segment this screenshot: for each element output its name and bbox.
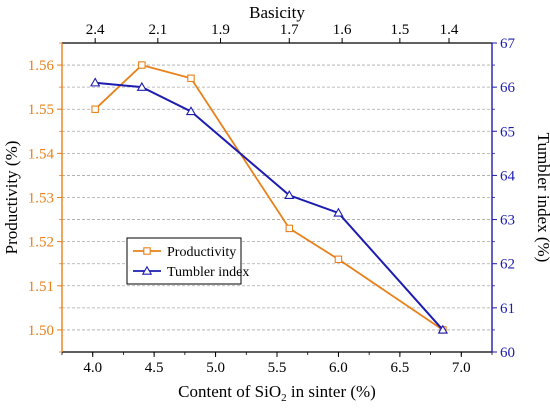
- right-axis-title: Tumbler index (%): [534, 133, 550, 263]
- top-tick-label: 1.7: [280, 22, 299, 38]
- y-left-tick-label: 1.51: [28, 279, 54, 295]
- data-point: [437, 324, 449, 334]
- data-point: [138, 61, 146, 69]
- x-tick-label: 7.0: [452, 360, 471, 376]
- legend-marker: [143, 247, 151, 255]
- y-right-tick-label: 61: [500, 301, 515, 317]
- data-point: [334, 255, 343, 264]
- y-left-tick-label: 1.56: [28, 58, 55, 74]
- top-tick-label: 1.4: [440, 22, 459, 38]
- x-axis-title-main: Content of SiO: [178, 382, 281, 401]
- grid-lines: [62, 64, 492, 331]
- y-left-tick-label: 1.55: [28, 102, 54, 118]
- top-axis-title: Basicity: [249, 3, 305, 22]
- data-point: [333, 207, 344, 217]
- series-tumbler-index: [90, 77, 449, 334]
- y-right-tick-label: 66: [500, 80, 516, 96]
- x-axis-title-rest: in sinter (%): [287, 382, 376, 401]
- legend-box: [126, 237, 242, 285]
- top-tick-label: 1.5: [390, 22, 409, 38]
- y-left-tick-label: 1.50: [28, 323, 54, 339]
- data-point: [284, 189, 295, 199]
- x-tick-label: 5.0: [206, 360, 225, 376]
- data-point: [185, 106, 197, 116]
- y-right-tick-label: 60: [500, 345, 515, 361]
- data-point: [90, 77, 101, 87]
- data-point: [285, 224, 294, 233]
- y-right-tick-label: 63: [500, 213, 515, 229]
- legend-marker: [141, 265, 153, 275]
- data-point: [136, 81, 148, 91]
- top-tick-label: 1.6: [333, 22, 352, 38]
- left-axis-title: Productivity (%): [2, 141, 21, 255]
- y-left-tick-label: 1.53: [28, 191, 54, 207]
- legend-label: Tumbler index: [167, 265, 249, 280]
- x-axis-title: Content of SiO2 in sinter (%): [178, 382, 376, 404]
- legend: Productivity Tumbler index: [126, 237, 249, 285]
- y-right-tick-label: 62: [500, 257, 515, 273]
- x-axis-title-subscript: 2: [281, 392, 287, 404]
- top-tick-label: 2.4: [86, 22, 105, 38]
- y-left-tick-label: 1.54: [28, 146, 55, 162]
- x-tick-label: 6.5: [390, 360, 409, 376]
- y-right-tick-label: 67: [500, 36, 516, 52]
- data-point: [91, 105, 99, 113]
- legend-entry: Productivity: [133, 245, 236, 260]
- y-right-tick-label: 65: [500, 124, 515, 140]
- x-tick-label: 4.5: [145, 360, 164, 376]
- y-ticks-left: 1.50 1.51 1.52 1.53 1.54 1.55 1.56: [28, 42, 62, 353]
- y-ticks-right: 60 61 62 63 64 65 66 67: [492, 36, 516, 361]
- x-tick-label: 4.0: [83, 360, 102, 376]
- y-right-tick-label: 64: [500, 168, 516, 184]
- x-ticks-bottom: 4.0 4.5 5.0 5.5 6.0 6.5 7.0: [61, 352, 493, 376]
- top-tick-label: 1.9: [211, 22, 230, 38]
- x-ticks-top: 2.4 2.1 1.9 1.7 1.6 1.5 1.4: [86, 22, 459, 43]
- legend-entry: Tumbler index: [133, 265, 249, 280]
- series-line: [95, 81, 444, 331]
- legend-label: Productivity: [167, 245, 236, 260]
- top-tick-label: 2.1: [148, 22, 167, 38]
- x-tick-label: 6.0: [329, 360, 348, 376]
- x-tick-label: 5.5: [268, 360, 287, 376]
- data-point: [187, 74, 195, 83]
- y-left-tick-label: 1.52: [28, 235, 54, 251]
